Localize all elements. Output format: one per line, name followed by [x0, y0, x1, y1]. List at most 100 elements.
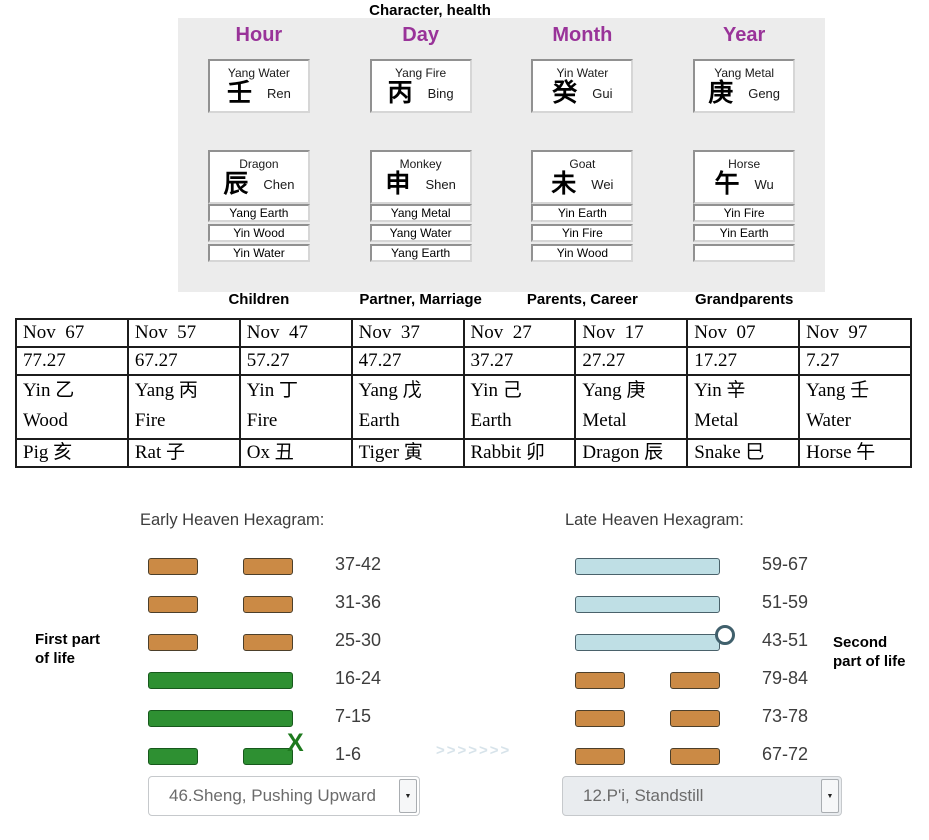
broken-line-segment	[148, 558, 198, 575]
hexagram-line: 31-36	[148, 588, 408, 626]
age-range-label: 79-84	[762, 668, 809, 688]
year-branch-box: Horse 午 Wu	[693, 150, 796, 204]
luck-stem-cell: Yin 乙 Wood	[15, 374, 129, 440]
luck-date-cell: Nov 07	[686, 318, 801, 348]
luck-date-cell: Nov 27	[462, 318, 577, 348]
stem-character: 壬	[226, 79, 252, 107]
aspect-label-year: Grandparents	[694, 291, 794, 308]
page-title: Character, health	[369, 2, 491, 19]
branch-pinyin: Wu	[754, 177, 774, 192]
branch-animal-label: Monkey	[399, 157, 442, 171]
luck-date-cell: Nov 37	[350, 318, 465, 348]
aspect-labels-row: Children Partner, Marriage Parents, Care…	[178, 291, 825, 308]
late-hexagram-title: Late Heaven Hexagram:	[565, 511, 744, 529]
stem-pinyin: Bing	[427, 86, 454, 101]
stem-character: 庚	[708, 79, 734, 107]
day-branch-box: Monkey 申 Shen	[369, 150, 472, 204]
pillar-header-day: Day	[402, 24, 439, 46]
stem-element-label: Yin Water	[556, 66, 609, 80]
age-range-label: 1-6	[335, 744, 362, 764]
stem-element-label: Yang Fire	[395, 66, 447, 80]
hidden-stem-box: Yang Earth	[207, 204, 310, 222]
hexagram-line: 79-84	[575, 664, 835, 702]
late-hexagram-select[interactable]: 12.P'i, Standstill ▼	[562, 776, 842, 816]
luck-stem-cell: Yin 辛 Metal	[686, 374, 801, 440]
hidden-stem-box: Yang Earth	[369, 244, 472, 262]
hidden-stem-box	[693, 244, 796, 262]
age-range-label: 31-36	[335, 592, 382, 612]
stem-pinyin: Gui	[592, 86, 613, 101]
luck-branch-cell: Dragon 辰	[574, 438, 689, 468]
branch-pinyin: Shen	[425, 177, 456, 192]
table-row-dates: Nov 67 Nov 57 Nov 47 Nov 37 Nov 27 Nov 1…	[15, 318, 912, 348]
luck-branch-cell: Horse 午	[798, 438, 912, 468]
pillar-header-hour: Hour	[235, 24, 283, 46]
luck-stem-cell: Yang 庚 Metal	[574, 374, 689, 440]
hexagram-line: 51-59	[575, 588, 835, 626]
luck-date-cell: Nov 17	[574, 318, 689, 348]
dropdown-arrow-button[interactable]: ▼	[821, 779, 839, 813]
broken-line-segment	[243, 634, 293, 651]
branch-character: 辰	[223, 170, 249, 198]
luck-branch-cell: Pig 亥	[15, 438, 129, 468]
stem-character: 丙	[387, 79, 413, 107]
hexagram-line: 7-15	[148, 702, 408, 740]
age-range-label: 43-51	[762, 630, 809, 650]
hidden-stem-box: Yang Water	[369, 224, 472, 242]
branch-pinyin: Wei	[591, 177, 614, 192]
luck-branch-cell: Rabbit 卯	[462, 438, 577, 468]
hexagram-line: 67-72	[575, 740, 835, 778]
broken-line-segment	[575, 748, 625, 765]
luck-date-cell: Nov 67	[15, 318, 129, 348]
aspect-label-day: Partner, Marriage	[359, 291, 482, 308]
late-hexagram-select-value: 12.P'i, Standstill	[583, 786, 704, 805]
hidden-stem-box: Yin Fire	[693, 204, 796, 222]
month-stem-box: Yin Water 癸 Gui	[531, 59, 634, 113]
luck-stem-cell: Yin 丁 Fire	[238, 374, 353, 440]
branch-pinyin: Chen	[263, 177, 295, 192]
broken-line-segment	[670, 748, 720, 765]
late-hexagram: 59-67 51-59 43-51 79-84 73-78 67-72	[575, 550, 835, 778]
aspect-label-month: Parents, Career	[526, 291, 638, 308]
hidden-stem-box: Yin Water	[207, 244, 310, 262]
luck-branch-cell: Ox 丑	[238, 438, 353, 468]
luck-pillars-table: Nov 67 Nov 57 Nov 47 Nov 37 Nov 27 Nov 1…	[15, 318, 912, 468]
age-range-label: 51-59	[762, 592, 809, 612]
hidden-stem-box: Yin Earth	[693, 224, 796, 242]
hexagram-line: 25-30	[148, 626, 408, 664]
hidden-stem-box: Yin Earth	[531, 204, 634, 222]
broken-line-segment	[148, 748, 198, 765]
luck-stem-cell: Yang 壬 Water	[798, 374, 912, 440]
transition-arrows: >>>>>>>	[436, 742, 512, 759]
hexagram-line: 73-78	[575, 702, 835, 740]
age-range-label: 37-42	[335, 554, 382, 574]
early-hexagram-title: Early Heaven Hexagram:	[140, 511, 325, 529]
pillar-header-year: Year	[722, 24, 766, 46]
table-row-stems: Yin 乙 Wood Yang 丙 Fire Yin 丁 Fire Yang 戊…	[15, 374, 912, 440]
chevron-down-icon: ▼	[404, 793, 412, 800]
luck-date-cell: Nov 57	[126, 318, 241, 348]
luck-stem-cell: Yang 丙 Fire	[126, 374, 241, 440]
hidden-stem-box: Yin Fire	[531, 224, 634, 242]
hidden-stem-box: Yin Wood	[531, 244, 634, 262]
hidden-stem-box: Yang Metal	[369, 204, 472, 222]
early-hexagram-select[interactable]: 46.Sheng, Pushing Upward ▼	[148, 776, 420, 816]
stem-element-label: Yang Metal	[714, 66, 775, 80]
luck-age-cell: 67.27	[126, 346, 241, 376]
luck-age-cell: 77.27	[15, 346, 129, 376]
broken-line-segment	[670, 672, 720, 689]
dropdown-arrow-button[interactable]: ▼	[399, 779, 417, 813]
pillar-column-year: Year Yang Metal 庚 Geng Horse 午 Wu Yin Fi…	[663, 18, 825, 292]
chevron-down-icon: ▼	[826, 793, 834, 800]
first-part-of-life-label: First part of life	[35, 631, 101, 667]
branch-character: 午	[714, 170, 740, 198]
hexagram-line: 43-51	[575, 625, 835, 664]
second-part-of-life-label: Second part of life	[833, 634, 906, 670]
luck-age-cell: 7.27	[798, 346, 912, 376]
table-row-ages: 77.27 67.27 57.27 47.27 37.27 27.27 17.2…	[15, 346, 912, 376]
month-branch-box: Goat 未 Wei	[531, 150, 634, 204]
age-range-label: 7-15	[335, 706, 372, 726]
broken-line-segment	[575, 710, 625, 727]
luck-age-cell: 57.27	[238, 346, 353, 376]
